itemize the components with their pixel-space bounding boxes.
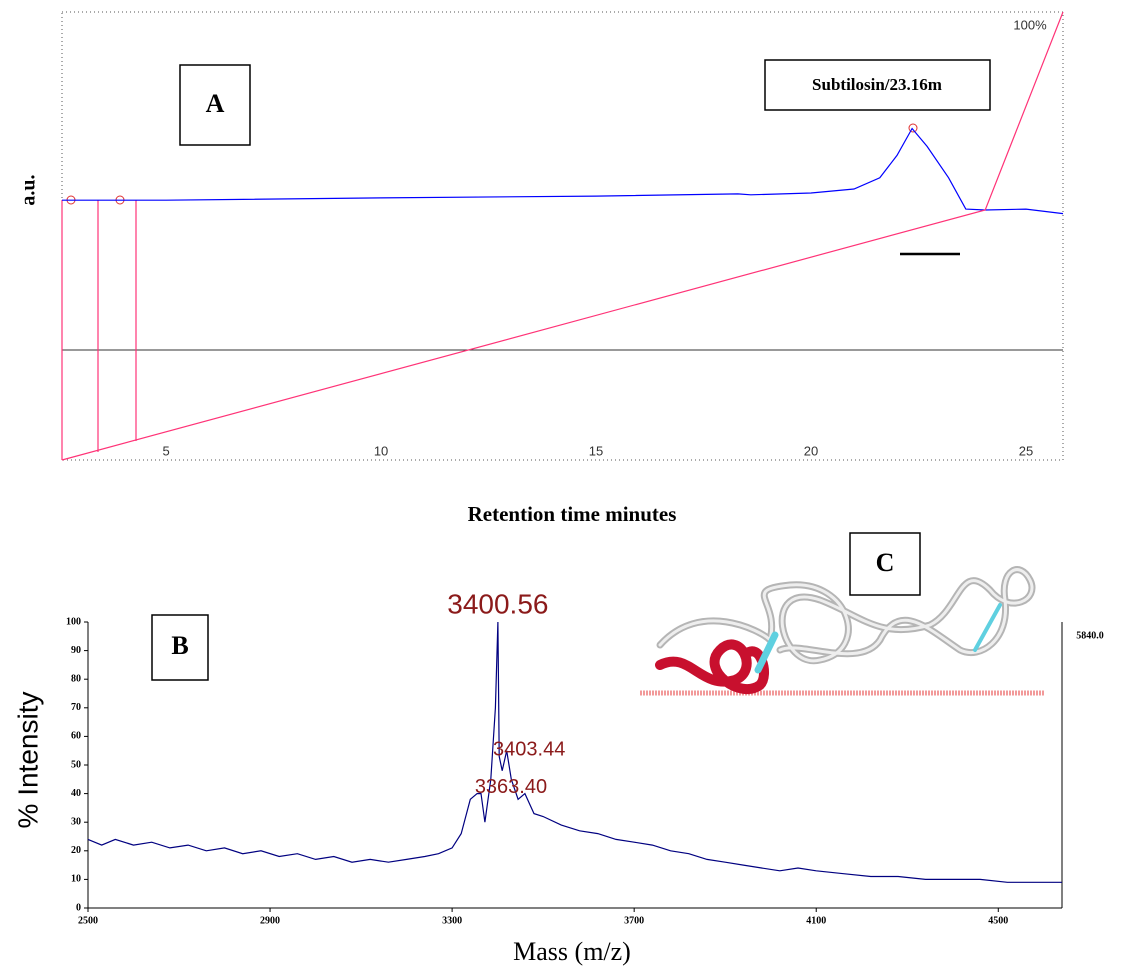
data-line — [62, 127, 1064, 215]
x-axis-label: Retention time minutes — [468, 502, 677, 526]
peak-annotation: 3363.40 — [475, 776, 547, 798]
x-tick-label: 15 — [589, 443, 603, 458]
peak-annotation: 3403.44 — [493, 739, 565, 761]
y-tick-label: 60 — [71, 731, 81, 742]
x-tick-label: 25 — [1019, 443, 1033, 458]
y-axis-label: a.u. — [18, 174, 40, 205]
y-tick-label: 0 — [76, 902, 81, 913]
panel-box — [151, 614, 209, 681]
data-line — [87, 621, 1062, 883]
panel-box — [179, 64, 251, 146]
x-tick-label: 20 — [804, 443, 818, 458]
y-tick-label: 20 — [71, 845, 81, 856]
y-tick-label: 50 — [71, 759, 81, 770]
top-right-label: 100% — [1013, 17, 1047, 32]
x-tick-label: 4500 — [988, 915, 1008, 926]
y-tick-label: 30 — [71, 816, 81, 827]
y-tick-label: 10 — [71, 874, 81, 885]
y-tick-label: 100 — [66, 616, 81, 627]
data-line — [61, 11, 1064, 461]
plot-frame — [61, 11, 1064, 461]
y-tick-label: 70 — [71, 702, 81, 713]
y-tick-label: 80 — [71, 673, 81, 684]
x-tick-label: 3300 — [442, 915, 462, 926]
peak-annotation: 3400.56 — [447, 588, 548, 619]
panel-label: A — [206, 89, 225, 118]
peak-label: Subtilosin/23.16m — [812, 75, 942, 94]
annotation-box — [764, 59, 991, 111]
x-tick-label: 2900 — [260, 915, 280, 926]
x-tick-label: 5 — [162, 443, 169, 458]
x-tick-label: 10 — [374, 443, 388, 458]
x-tick-label: 3700 — [624, 915, 644, 926]
panel-label: C — [876, 548, 895, 577]
panel-label: B — [171, 631, 188, 660]
x-axis-label: Mass (m/z) — [513, 937, 631, 966]
top-right-label: 5840.0 — [1076, 630, 1104, 641]
protein-structure — [640, 566, 1045, 696]
panel-box — [849, 532, 921, 596]
y-tick-label: 90 — [71, 645, 81, 656]
x-tick-label: 2500 — [78, 915, 98, 926]
integration-marks — [61, 200, 137, 460]
x-tick-label: 4100 — [806, 915, 826, 926]
y-tick-label: 40 — [71, 788, 81, 799]
y-axis-label: % Intensity — [12, 692, 43, 829]
